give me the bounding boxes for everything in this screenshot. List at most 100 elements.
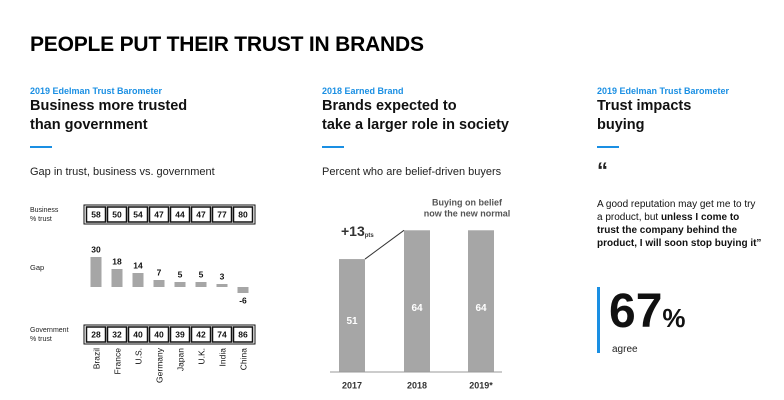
row-frame	[83, 204, 256, 225]
row-label: Business	[30, 207, 59, 214]
row-value: 44	[175, 209, 185, 219]
stat-value: 67	[609, 285, 663, 338]
row-box	[85, 326, 107, 343]
row-box	[169, 326, 191, 343]
bar	[174, 282, 186, 287]
heading-line: Trust impacts	[597, 98, 692, 114]
data-label: 7	[157, 267, 162, 277]
x-tick-label: India	[217, 348, 227, 367]
series-label: Gap	[30, 263, 44, 272]
row-box	[106, 326, 128, 343]
row-value: 54	[133, 209, 143, 219]
row-box	[127, 206, 149, 223]
source: 2018 Earned Brand	[322, 86, 404, 96]
row-value: 80	[238, 209, 248, 219]
data-label: 5	[178, 269, 183, 279]
source: 2019 Edelman Trust Barometer	[597, 86, 730, 96]
row-label: % trust	[30, 216, 52, 223]
chart-title: Percent who are belief-driven buyers	[322, 166, 502, 178]
bar	[90, 257, 102, 287]
quote-mark: “	[597, 158, 608, 183]
bar	[468, 230, 494, 372]
change-value: +13	[341, 223, 365, 239]
row-box	[106, 206, 128, 223]
accent-bar	[597, 287, 600, 353]
bar	[237, 287, 249, 293]
row-value: 74	[217, 329, 227, 339]
x-tick-label: U.S.	[133, 348, 143, 365]
page-title: PEOPLE PUT THEIR TRUST IN BRANDS	[30, 33, 424, 56]
data-label: -6	[239, 295, 247, 305]
row-value: 40	[154, 329, 164, 339]
row-value: 39	[175, 329, 185, 339]
row-box	[190, 326, 212, 343]
row-value: 42	[196, 329, 206, 339]
data-label: 5	[199, 269, 204, 279]
row-value: 40	[133, 329, 143, 339]
bar	[195, 282, 207, 287]
row-value: 47	[154, 209, 164, 219]
row-value: 86	[238, 329, 248, 339]
accent-rule	[597, 146, 619, 148]
x-tick-label: Japan	[175, 348, 185, 371]
x-tick-label: China	[238, 348, 248, 370]
heading: Brands expected to take a larger role in…	[322, 97, 509, 135]
row-box	[148, 326, 170, 343]
row-box	[148, 206, 170, 223]
data-label: 14	[133, 260, 143, 270]
row-box	[232, 206, 254, 223]
change: +13pts	[341, 223, 374, 239]
x-tick-label: Brazil	[91, 348, 101, 369]
data-label: 64	[475, 303, 487, 314]
quote-text: A good reputation may get me to try a pr…	[597, 199, 756, 223]
bar	[404, 230, 430, 372]
x-tick-label: 2019*	[469, 380, 493, 390]
row-value: 28	[91, 329, 101, 339]
x-tick-label: France	[112, 348, 122, 375]
bar	[132, 273, 144, 287]
row-box	[211, 326, 233, 343]
row-label: Government	[30, 327, 69, 334]
data-label: 64	[411, 303, 423, 314]
row-value: 77	[217, 209, 227, 219]
accent-rule	[30, 146, 52, 148]
row-box	[232, 326, 254, 343]
x-tick-label: U.K.	[196, 348, 206, 365]
annotation: now the new normal	[424, 208, 511, 218]
bar	[216, 284, 228, 287]
row-value: 58	[91, 209, 101, 219]
chart-title: Gap in trust, business vs. government	[30, 166, 215, 178]
row-box	[127, 326, 149, 343]
row-box	[190, 206, 212, 223]
data-label: 30	[91, 244, 101, 254]
stat-unit: %	[662, 303, 686, 333]
change-unit: pts	[365, 233, 375, 239]
heading-line: than government	[30, 117, 148, 133]
heading-line: Business more trusted	[30, 98, 188, 114]
row-value: 47	[196, 209, 206, 219]
bar	[111, 269, 123, 287]
quote: A good reputation may get me to try a pr…	[597, 198, 762, 250]
quote-text: unless I come to trust the company behin…	[597, 212, 762, 249]
row-value: 50	[112, 209, 122, 219]
stat-caption: agree	[612, 344, 638, 355]
row-frame	[83, 324, 256, 345]
connector	[364, 229, 405, 260]
row-box	[85, 206, 107, 223]
row-label: % trust	[30, 336, 52, 343]
heading: Trust impacts buying	[597, 97, 691, 135]
heading-line: buying	[597, 117, 645, 133]
source: 2019 Edelman Trust Barometer	[30, 86, 163, 96]
annotation: Buying on belief	[432, 197, 503, 207]
row-box	[211, 206, 233, 223]
row-value: 32	[112, 329, 122, 339]
data-label: 51	[346, 316, 358, 327]
x-tick-label: 2018	[407, 380, 427, 390]
row-box	[169, 206, 191, 223]
heading: Business more trusted than government	[30, 97, 187, 135]
x-tick-label: Germany	[154, 347, 164, 383]
heading-line: Brands expected to	[322, 98, 457, 114]
data-label: 3	[220, 271, 225, 281]
heading-line: take a larger role in society	[322, 117, 509, 133]
